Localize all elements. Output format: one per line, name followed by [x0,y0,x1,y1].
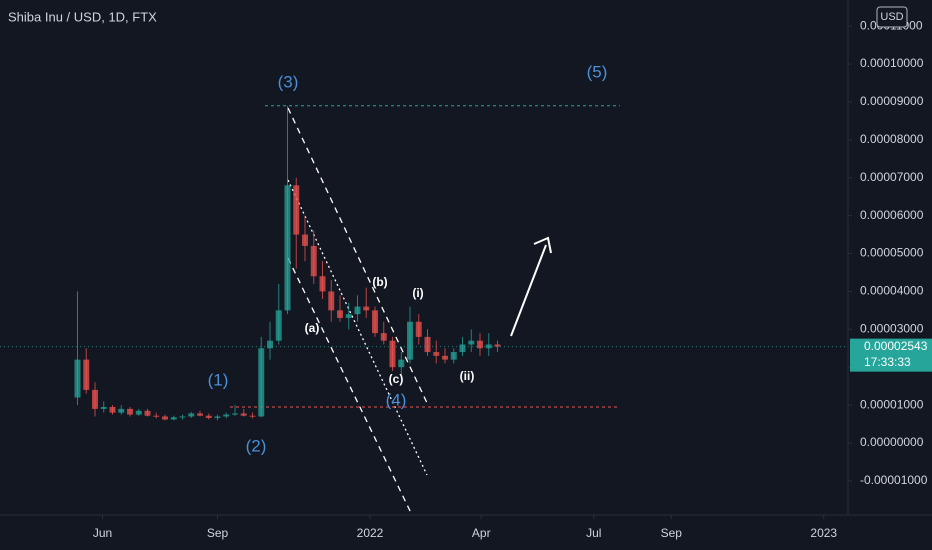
wave-label: (3) [278,72,299,91]
wave-label: (4) [386,390,407,409]
candle-body [188,413,195,417]
price-tag-label: 0.00002543 [864,339,928,353]
candle-body [468,340,475,345]
candle-body [100,406,107,409]
y-tick-label: 0.00009000 [860,94,924,108]
x-tick-label: Apr [472,526,491,540]
candle-body [118,408,125,413]
candle-body [363,306,370,311]
candle-body [170,417,177,420]
candle-body [354,306,361,315]
candle-body [92,389,98,409]
candle-body [275,310,282,341]
y-tick-label: 0.00001000 [860,397,924,411]
x-tick-label: Sep [661,526,683,540]
y-tick-label: 0.00003000 [860,321,924,335]
candle-body [328,291,335,311]
candle-body [205,415,212,418]
wave-label: (1) [208,370,229,389]
candle-body [162,416,168,420]
candle-body [179,416,186,418]
candle-body [389,340,396,368]
channel-line [287,257,413,516]
candle-body [240,413,247,416]
candle-body [485,344,492,349]
candle-body [153,415,160,417]
arrow-head [533,236,552,254]
price-tag [850,338,932,372]
candle-body [450,352,457,360]
wave-label: (c) [389,372,404,386]
wave-label: (a) [305,321,320,335]
candle-body [459,344,466,353]
x-tick-label: 2022 [357,526,384,540]
y-tick-label: -0.00001000 [860,473,928,487]
wave-label: (b) [372,275,387,289]
arrow-line [510,244,547,337]
y-tick-label: 0.00008000 [860,132,924,146]
candle-body [127,408,133,415]
candle-body [197,413,203,416]
y-tick-label: 0.00010000 [860,56,924,70]
candle-body [310,245,317,277]
candle-body [109,406,116,413]
y-tick-label: 0.00005000 [860,246,924,260]
candle-body [494,344,501,347]
candle-body [232,413,238,415]
candle-body [214,416,221,418]
x-tick-label: 2023 [810,526,837,540]
candle-body [477,340,483,349]
x-tick-label: Jun [93,526,112,540]
candle-body [337,310,343,318]
wave-label: (ii) [460,369,475,383]
candle-body [135,410,142,415]
candle-body [74,359,81,398]
y-tick-label: 0.00000000 [860,435,924,449]
candle-body [144,410,151,416]
chart-title: Shiba Inu / USD, 1D, FTX [8,9,157,24]
candle-body [407,321,413,360]
candle-body [249,415,256,417]
y-tick-label: 0.00004000 [860,284,924,298]
candle-body [415,321,422,337]
candle-body [293,185,300,235]
candle-body [442,355,448,360]
candle-body [267,340,273,349]
y-tick-label: 0.00007000 [860,170,924,184]
candle-body [319,276,326,292]
candle-body [380,333,387,341]
candle-body [372,310,378,334]
candle-body [433,352,440,356]
wave-label: (5) [587,62,608,81]
candle-body [302,234,308,246]
candle-body [424,336,431,353]
candle-body [284,185,291,311]
candle-body [345,314,352,318]
x-tick-label: Jul [586,526,601,540]
wave-label: (2) [246,436,267,455]
currency-label: USD [880,11,903,23]
candle-body [398,359,405,368]
currency-box [876,6,908,28]
candle-body [258,348,265,417]
candle-body [223,414,230,417]
channel-line [287,179,428,476]
wave-label: (i) [412,286,423,300]
candle-body [83,359,90,390]
countdown-label: 17:33:33 [864,355,911,369]
y-tick-label: 0.00006000 [860,208,924,222]
x-tick-label: Sep [207,526,229,540]
